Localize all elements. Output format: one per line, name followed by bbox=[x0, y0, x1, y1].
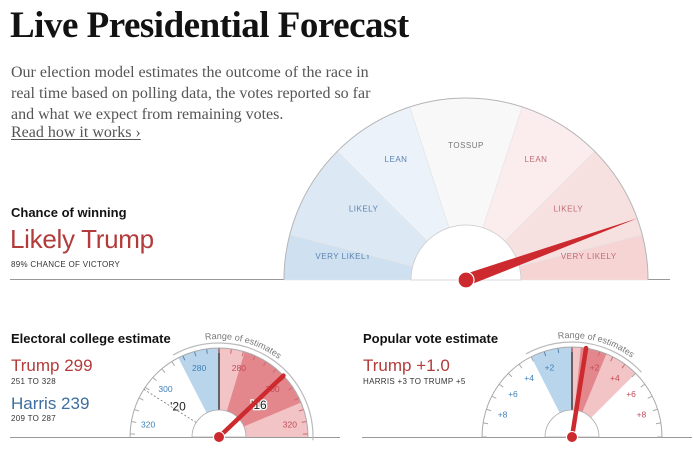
harris-electoral-range: 209 TO 287 bbox=[11, 414, 56, 423]
popular-vote-headline: Trump +1.0 bbox=[363, 356, 450, 375]
tick bbox=[640, 383, 646, 388]
rep-tick-label: +6 bbox=[626, 389, 636, 399]
tick bbox=[655, 422, 661, 425]
dem-tick-label: 320 bbox=[141, 419, 155, 429]
chance-of-winning-value: Likely Trump bbox=[10, 224, 154, 254]
tick bbox=[652, 408, 658, 412]
tick bbox=[621, 363, 626, 369]
rep-tick-label: +4 bbox=[610, 373, 620, 383]
needle bbox=[216, 373, 286, 440]
needle-hub bbox=[213, 431, 225, 443]
rep-tick-label: 320 bbox=[283, 419, 297, 429]
tick bbox=[182, 355, 186, 361]
trump-electoral-range: 251 TO 328 bbox=[11, 377, 56, 386]
tick bbox=[518, 363, 523, 369]
band-label: TOSSUP bbox=[448, 141, 484, 150]
needle bbox=[569, 345, 589, 440]
tick bbox=[647, 395, 653, 399]
tick bbox=[483, 422, 489, 425]
band-label: LIKELY bbox=[349, 204, 379, 213]
rep-tick-label: +8 bbox=[637, 409, 647, 419]
tick bbox=[206, 348, 208, 354]
tick bbox=[301, 421, 307, 423]
dem-tick-label: +8 bbox=[498, 409, 508, 419]
tick bbox=[610, 356, 614, 362]
electoral-gauge-baseline bbox=[10, 437, 340, 438]
intro-text: Our election model estimates the outcome… bbox=[11, 64, 371, 123]
band-label: LEAN bbox=[385, 155, 408, 164]
tick bbox=[298, 409, 304, 412]
dem-range-band bbox=[531, 347, 572, 413]
tick bbox=[152, 377, 157, 382]
trump-electoral-estimate: Trump 299 bbox=[11, 356, 93, 375]
tick bbox=[486, 408, 492, 412]
rep-tick-label: +2 bbox=[590, 363, 600, 373]
tick bbox=[263, 361, 267, 367]
gauge-outline bbox=[283, 97, 649, 281]
read-how-it-works-link[interactable]: Read how it works › bbox=[11, 124, 141, 141]
gauge-inner bbox=[191, 409, 247, 438]
tick bbox=[557, 348, 560, 354]
tick bbox=[508, 373, 513, 378]
tick bbox=[597, 351, 601, 357]
needle-hub bbox=[457, 271, 475, 289]
tick bbox=[631, 373, 636, 378]
tick bbox=[193, 351, 197, 357]
dem-tick-label: +4 bbox=[524, 373, 534, 383]
needle bbox=[463, 218, 638, 286]
tick bbox=[134, 409, 140, 412]
gauge-outline bbox=[129, 347, 309, 438]
tick bbox=[498, 383, 504, 388]
tick bbox=[171, 361, 175, 367]
tick bbox=[294, 397, 300, 401]
marker-label: '20 bbox=[170, 400, 186, 414]
dem-tick-label: 280 bbox=[192, 363, 206, 373]
range-arc bbox=[172, 342, 314, 441]
harris-electoral-estimate: Harris 239 bbox=[11, 394, 90, 413]
tick bbox=[491, 395, 497, 399]
popular-vote-label: Popular vote estimate bbox=[363, 331, 499, 346]
needle-hub bbox=[566, 431, 578, 443]
chance-gauge: VERY LIKELY LIKELY LEAN TOSSUP LEAN LIKELY VER… bbox=[283, 97, 649, 289]
chance-of-winning-label: Chance of winning bbox=[11, 205, 127, 220]
tick bbox=[241, 351, 245, 357]
tick bbox=[252, 355, 256, 361]
rep-tick-label: 280 bbox=[232, 363, 246, 373]
tick bbox=[281, 377, 286, 382]
page-title: Live Presidential Forecast bbox=[10, 5, 409, 46]
tick bbox=[144, 386, 150, 391]
tick bbox=[230, 348, 232, 354]
tick bbox=[272, 368, 277, 373]
band-label: LIKELY bbox=[554, 204, 584, 213]
popular-gauge-baseline bbox=[362, 437, 692, 438]
rep-likely-band bbox=[226, 351, 302, 427]
gauge-outline bbox=[481, 346, 663, 438]
band-label: LEAN bbox=[525, 155, 548, 164]
popular-vote-range: HARRIS +3 TO TRUMP +5 bbox=[363, 377, 466, 386]
band-label: VERY LIKELY bbox=[561, 252, 617, 261]
tick bbox=[161, 368, 166, 373]
chance-of-victory-text: 89% CHANCE OF VICTORY bbox=[11, 260, 121, 269]
band-label: VERY LIKELY bbox=[315, 252, 371, 261]
dem-tick-label: +6 bbox=[508, 389, 518, 399]
tick bbox=[138, 397, 144, 401]
tick bbox=[530, 356, 534, 362]
dem-tick-label: +2 bbox=[545, 363, 555, 373]
dem-tick-label: 300 bbox=[158, 384, 172, 394]
electoral-college-label: Electoral college estimate bbox=[11, 331, 171, 346]
dem-range-band bbox=[178, 348, 219, 413]
tick bbox=[131, 421, 137, 423]
range-arc bbox=[525, 341, 642, 373]
tick bbox=[288, 386, 294, 391]
tick bbox=[543, 351, 547, 357]
